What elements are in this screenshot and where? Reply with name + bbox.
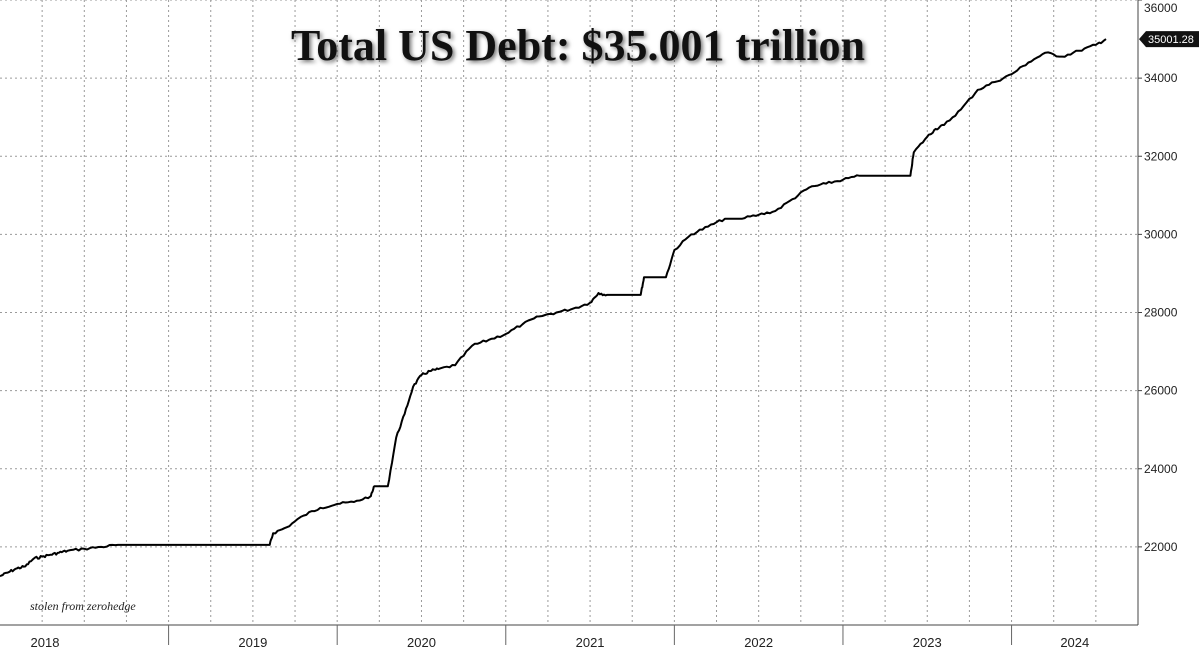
credit-note: stolen from zerohedge: [30, 599, 136, 613]
y-tick-label: 30000: [1144, 227, 1178, 241]
y-tick-label: 24000: [1144, 462, 1178, 476]
x-tick-label: 2023: [913, 635, 942, 650]
x-tick-label: 2021: [576, 635, 605, 650]
last-value-flag-shape: [1139, 31, 1199, 48]
series-line-total-us-debt: [0, 38, 1107, 578]
x-tick-label: 2022: [744, 635, 773, 650]
x-tick-label: 2024: [1060, 635, 1089, 650]
x-tick-label: 2018: [31, 635, 60, 650]
y-tick-label: 28000: [1144, 306, 1178, 320]
y-tick-label: 34000: [1144, 71, 1178, 85]
y-tick-label: 36000: [1144, 1, 1178, 15]
last-value-flag: 35001.28: [1139, 31, 1199, 48]
plot-background: [0, 0, 1138, 625]
x-tick-label: 2020: [407, 635, 436, 650]
x-tick-labels: 2018 2019 2020 2021 2022 2023 2024: [31, 625, 1089, 650]
x-tick-label: 2019: [238, 635, 267, 650]
y-tick-label: 32000: [1144, 149, 1178, 163]
y-tick-labels: 22000 24000 26000 28000 30000 32000 34000 36000: [1138, 0, 1178, 554]
chart-title: Total US Debt: $35.001 trillion: [291, 21, 865, 70]
y-tick-label: 22000: [1144, 540, 1178, 554]
y-tick-label: 26000: [1144, 384, 1178, 398]
last-value-label: 35001.28: [1148, 34, 1194, 46]
